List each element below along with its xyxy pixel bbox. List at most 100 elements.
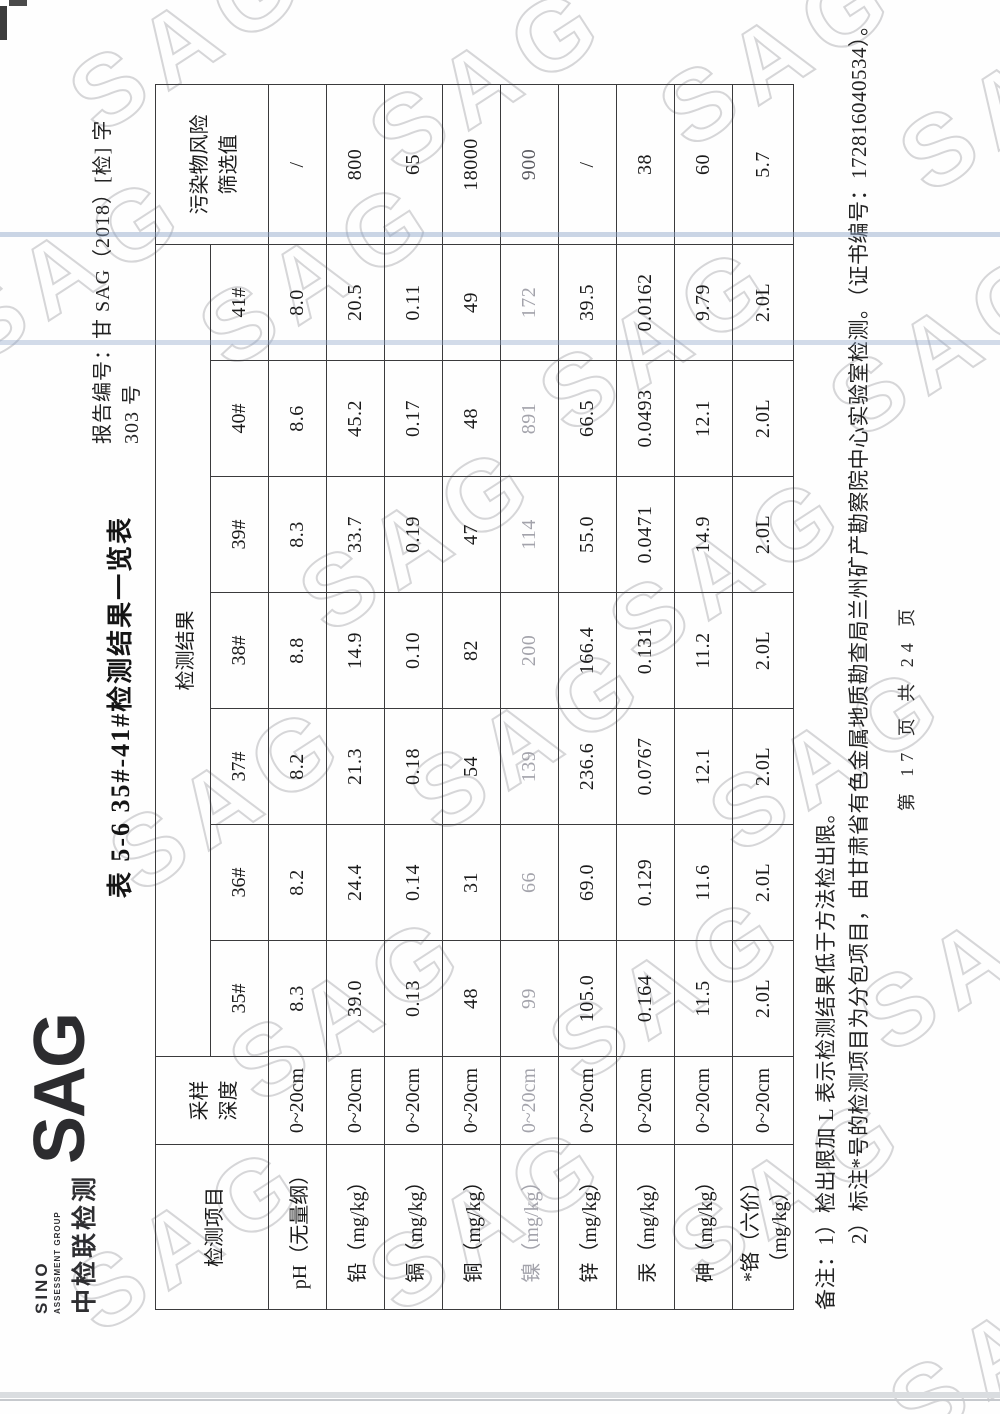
value-cell: 2.0L: [732, 244, 794, 361]
sag-logo: SINO ASSESSMENT GROUP 中检联检测 SAG: [20, 1013, 101, 1314]
depth-cell: 0~20cm: [616, 1056, 675, 1145]
depth-cell: 0~20cm: [500, 1056, 559, 1145]
logo-sino-text: SINO: [32, 1260, 51, 1314]
table-row-arsenic: 砷（mg/kg） 0~20cm 11.5 11.6 12.1 11.2 14.9…: [674, 84, 733, 1310]
value-cell: 139: [500, 708, 559, 825]
sample-header: 40#: [210, 360, 269, 477]
row-label: 锌（mg/kg）: [558, 1144, 617, 1310]
depth-cell: 0~20cm: [326, 1056, 385, 1145]
value-cell: 0.0493: [616, 360, 675, 477]
table-row-copper: 铜（mg/kg） 0~20cm 48 31 54 82 47 48 49 180…: [442, 84, 501, 1310]
value-cell: 0.17: [384, 360, 443, 477]
depth-cell: 0~20cm: [558, 1056, 617, 1145]
screening-cell: /: [268, 84, 327, 245]
value-cell: 114: [500, 476, 559, 593]
value-cell: 11.6: [674, 824, 733, 941]
screening-cell: 38: [616, 84, 675, 245]
value-cell: 12.1: [674, 360, 733, 477]
row-label: 铅（mg/kg）: [326, 1144, 385, 1310]
value-cell: 45.2: [326, 360, 385, 477]
value-cell: 172: [500, 244, 559, 361]
table-row-lead: 铅（mg/kg） 0~20cm 39.0 24.4 21.3 14.9 33.7…: [326, 84, 385, 1310]
row-label: 汞（mg/kg）: [616, 1144, 675, 1310]
value-cell: 8.8: [268, 592, 327, 709]
page-title: 表 5-6 35#-41#检测结果一览表: [106, 515, 135, 899]
logo-sag-wordmark: SAG: [20, 1013, 100, 1164]
sample-header: 39#: [210, 476, 269, 593]
value-cell: 0.14: [384, 824, 443, 941]
sample-header: 35#: [210, 940, 269, 1057]
value-cell: 2.0L: [732, 592, 794, 709]
value-cell: 891: [500, 360, 559, 477]
value-cell: 14.9: [326, 592, 385, 709]
logo-assessment-group-text: ASSESSMENT GROUP: [53, 1211, 62, 1314]
value-cell: 2.0L: [732, 708, 794, 825]
value-cell: 33.7: [326, 476, 385, 593]
sample-header: 37#: [210, 708, 269, 825]
depth-cell: 0~20cm: [268, 1056, 327, 1145]
value-cell: 236.6: [558, 708, 617, 825]
value-cell: 48: [442, 360, 501, 477]
value-cell: 8.3: [268, 940, 327, 1057]
value-cell: 2.0L: [732, 940, 794, 1057]
value-cell: 0.131: [616, 592, 675, 709]
row-label: *铬（六价） （mg/kg）: [732, 1144, 794, 1310]
screening-cell: 65: [384, 84, 443, 245]
value-cell: 0.13: [384, 940, 443, 1057]
screening-cell: 18000: [442, 84, 501, 245]
value-cell: 8.2: [268, 708, 327, 825]
value-cell: 14.9: [674, 476, 733, 593]
value-cell: 99: [500, 940, 559, 1057]
value-cell: 11.5: [674, 940, 733, 1057]
header-screening-value: 污染物风险 筛选值: [155, 84, 269, 245]
value-cell: 0.0162: [616, 244, 675, 361]
row-label: 砷（mg/kg）: [674, 1144, 733, 1310]
value-cell: 39.0: [326, 940, 385, 1057]
header-sampling-depth: 采样 深度: [155, 1056, 269, 1145]
screening-cell: 60: [674, 84, 733, 245]
screening-cell: 5.7: [732, 84, 794, 245]
table-row-mercury: 汞（mg/kg） 0~20cm 0.164 0.129 0.0767 0.131…: [616, 84, 675, 1310]
page-number: 第 17 页 共 24 页: [897, 602, 917, 812]
value-cell: 55.0: [558, 476, 617, 593]
value-cell: 8.6: [268, 360, 327, 477]
value-cell: 39.5: [558, 244, 617, 361]
row-label: pH（无量纲）: [268, 1144, 327, 1310]
sample-header: 36#: [210, 824, 269, 941]
value-cell: 48: [442, 940, 501, 1057]
value-cell: 0.129: [616, 824, 675, 941]
value-cell: 31: [442, 824, 501, 941]
row-label: 镉（mg/kg）: [384, 1144, 443, 1310]
value-cell: 47: [442, 476, 501, 593]
value-cell: 9.79: [674, 244, 733, 361]
table-row-zinc: 锌（mg/kg） 0~20cm 105.0 69.0 236.6 166.4 5…: [558, 84, 617, 1310]
value-cell: 105.0: [558, 940, 617, 1057]
value-cell: 0.10: [384, 592, 443, 709]
header-test-results: 检测结果: [155, 244, 211, 1057]
screening-cell: /: [558, 84, 617, 245]
footnote-2: 2）标注*号的检测项目为分包项目，由甘肃省有色金属地质勘查局兰州矿产勘察院中心实…: [847, 14, 871, 1245]
value-cell: 24.4: [326, 824, 385, 941]
sample-header: 38#: [210, 592, 269, 709]
value-cell: 0.11: [384, 244, 443, 361]
value-cell: 0.0767: [616, 708, 675, 825]
screening-cell: 800: [326, 84, 385, 245]
value-cell: 20.5: [326, 244, 385, 361]
value-cell: 8.2: [268, 824, 327, 941]
value-cell: 8.0: [268, 244, 327, 361]
value-cell: 69.0: [558, 824, 617, 941]
value-cell: 2.0L: [732, 824, 794, 941]
footnotes: 备注：1）检出限加 L 表示检测结果低于方法检出限。 2）标注*号的检测项目为分…: [810, 14, 876, 1311]
value-cell: 21.3: [326, 708, 385, 825]
footnote-1: 备注：1）检出限加 L 表示检测结果低于方法检出限。: [814, 801, 838, 1310]
depth-cell: 0~20cm: [732, 1056, 794, 1145]
sample-header: 41#: [210, 244, 269, 361]
value-cell: 0.0471: [616, 476, 675, 593]
value-cell: 200: [500, 592, 559, 709]
table-row-ph: pH（无量纲） 0~20cm 8.3 8.2 8.2 8.8 8.3 8.6 8…: [268, 84, 327, 1310]
results-table: 检测项目 采样 深度 检测结果 污染物风险 筛选值 35# 36# 37# 38…: [155, 84, 794, 1310]
value-cell: 166.4: [558, 592, 617, 709]
value-cell: 12.1: [674, 708, 733, 825]
